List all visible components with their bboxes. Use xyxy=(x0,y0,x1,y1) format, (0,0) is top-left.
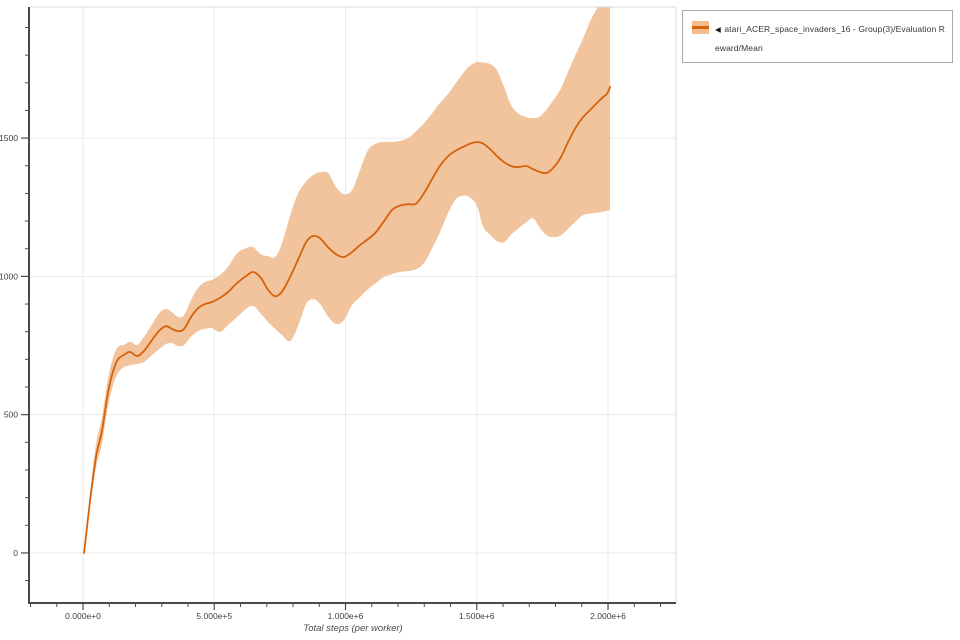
legend[interactable]: ◀ atari_ACER_space_invaders_16 - Group(3… xyxy=(682,10,953,63)
axis-ticks xyxy=(21,26,662,610)
series-group xyxy=(83,7,611,554)
y-tick-label: 500 xyxy=(4,410,18,420)
collapse-triangle-icon: ◀ xyxy=(715,25,721,34)
x-tick-label: 5.000e+5 xyxy=(196,611,232,621)
confidence-band xyxy=(84,7,611,553)
y-tick-label: 1500 xyxy=(0,133,18,143)
x-axis-title: Total steps (per worker) xyxy=(303,623,403,634)
x-tick-label: 1.000e+6 xyxy=(328,611,364,621)
legend-swatch-icon xyxy=(692,21,709,34)
y-tick-label: 1000 xyxy=(0,271,18,281)
x-tick-label: 0.000e+0 xyxy=(65,611,101,621)
y-tick-label: 0 xyxy=(13,548,18,558)
x-tick-label: 2.000e+6 xyxy=(590,611,626,621)
legend-swatch-line xyxy=(692,26,709,29)
x-tick-label: 1.500e+6 xyxy=(459,611,495,621)
mean-line xyxy=(83,86,611,554)
axis-tick-labels: 0.000e+0 5.000e+5 1.000e+6 1.500e+6 2.000e+6… xyxy=(0,133,626,621)
legend-label: ◀ atari_ACER_space_invaders_16 - Group(3… xyxy=(715,20,946,57)
legend-series-name: atari_ACER_space_invaders_16 - Group(3)/… xyxy=(715,24,945,53)
